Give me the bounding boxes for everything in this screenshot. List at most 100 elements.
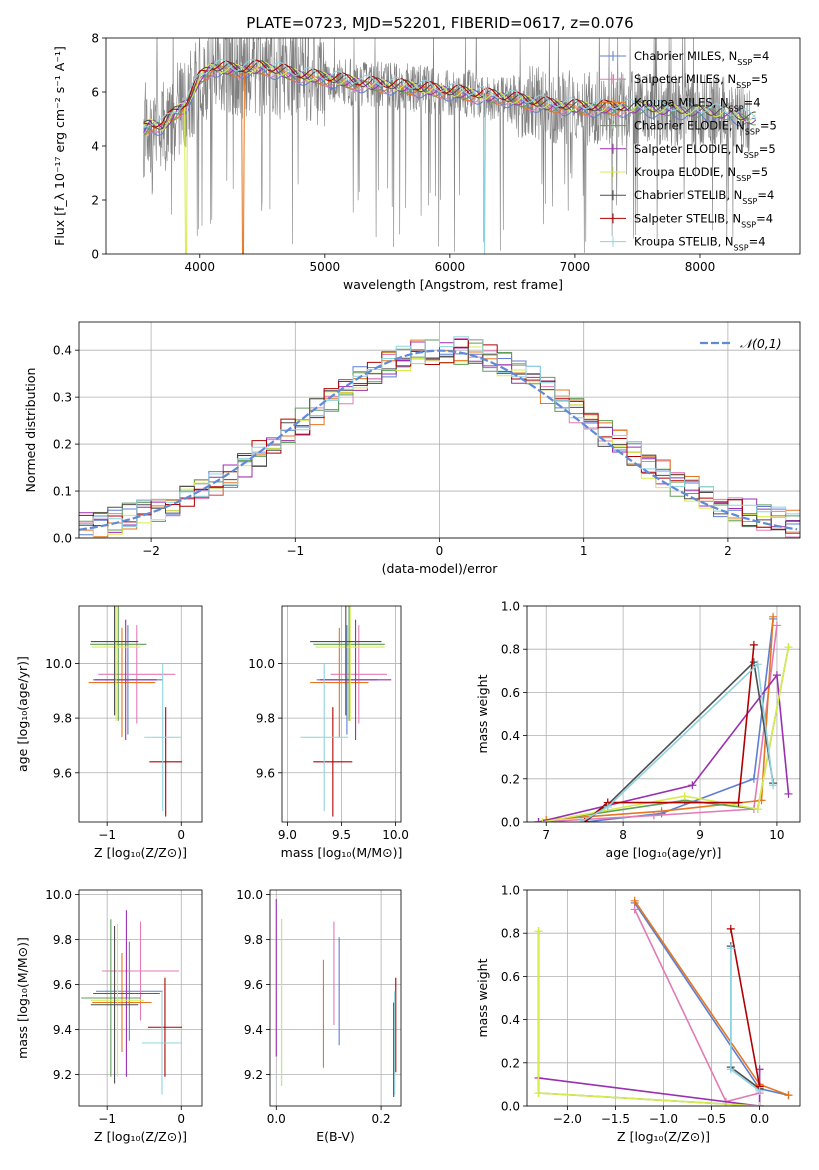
mass-weight-marker [538,818,547,822]
legend-label: Kroupa STELIB, NSSP=4 [634,235,766,253]
x-tick-label: 7000 [560,260,591,274]
x-axis-label: Z [log₁₀(Z/Z⊙)] [94,1129,187,1144]
mass-weight-line [633,909,760,1103]
y-tick-label: 0.0 [53,532,72,546]
y-tick-label: 9.8 [256,712,275,726]
y-tick-label: 9.2 [244,1068,263,1082]
y-tick-label: 9.6 [256,766,275,780]
mass-weight-marker [769,781,778,790]
y-tick-label: 9.8 [53,933,72,947]
mass-weight-line [537,931,760,1106]
axes-frame [269,889,402,1107]
mass-weight-marker [755,1102,764,1106]
y-axis-label: mass weight [475,958,490,1037]
mass-weight-marker [603,802,612,811]
y-tick-label: 0.0 [501,816,520,830]
normal-distribution-curve [79,349,798,531]
mass-weight-marker [534,1089,543,1098]
axes-frame [281,605,402,823]
y-axis-label: Normed distribution [23,368,38,493]
axes-frame [78,605,203,823]
residual-histogram-line [79,339,800,534]
y-tick-label: 10.0 [236,888,263,902]
mass-weight-line [537,931,760,1106]
x-tick-label: 7 [542,828,550,842]
y-tick-label: 0.2 [53,438,72,452]
mass-weight-marker [680,792,689,801]
x-tick-label: 9.5 [332,828,351,842]
x-tick-label: −1 [98,828,116,842]
x-tick-label: 4000 [185,260,216,274]
plot-area [143,38,757,254]
panel-residual-hist: −2 −1 0 1 2 0.0 0.1 0.2 0.3 0.4 (data-model)/error… [23,321,801,576]
y-tick-label: 10.0 [248,657,275,671]
grid [282,606,401,822]
x-tick-label: 9 [696,828,704,842]
mass-weight-marker [769,612,778,621]
y-tick-label: 0.4 [501,1013,520,1027]
y-tick-label: 10.0 [45,657,72,671]
axes-frame [105,37,801,255]
y-tick-label: 9.8 [53,712,72,726]
legend-label: Salpeter MILES, NSSP=5 [634,72,768,90]
legend-label: Chabrier MILES, NSSP=4 [634,49,769,67]
mass-weight-marker [749,640,758,649]
plot-area [534,612,793,822]
x-tick-label: 8000 [685,260,716,274]
x-tick-label: −1 [98,1112,116,1126]
mass-weight-marker [649,811,658,820]
mass-weight-marker [726,944,735,953]
mass-weight-marker [753,660,762,669]
legend-label: Salpeter ELODIE, NSSP=5 [634,142,776,160]
mass-weight-marker [726,1065,735,1074]
mass-weight-marker [784,1091,793,1100]
legend-label: Salpeter STELIB, NSSP=4 [634,211,773,229]
x-tick-label: −1.5 [601,1112,630,1126]
y-tick-label: 1.0 [501,600,520,614]
grid [79,606,202,822]
x-tick-label: 1 [580,544,588,558]
y-tick-label: 0.4 [53,344,72,358]
x-tick-label: 0.0 [267,1112,286,1126]
y-tick-label: 9.6 [244,978,263,992]
y-tick-label: 0.6 [501,686,520,700]
y-axis-label: mass [log₁₀(M/M⊙)] [15,937,30,1059]
y-tick-label: 2 [91,194,99,208]
spectrum-legend: Chabrier MILES, NSSP=4 Salpeter MILES, NS… [600,49,777,252]
model-spectrum-line [143,59,757,254]
mass-weight-marker [753,805,762,814]
mass-weight-marker [726,924,735,933]
x-tick-label: 0.0 [750,1112,769,1126]
mass-weight-line [546,616,774,821]
mass-weight-marker [749,774,758,783]
y-tick-label: 9.4 [53,1023,72,1037]
model-spectrum-line [143,62,757,133]
x-axis-label: wavelength [Angstrom, rest frame] [343,277,563,292]
x-tick-label: 0 [177,828,185,842]
mass-weight-marker [534,818,543,822]
panel-weight-vs-age: 7 8 9 10 0.0 0.2 0.4 0.6 0.8 1.0 age [log₁₀(age/yr… [475,600,801,860]
plot-area [275,899,397,1097]
x-tick-label: 6000 [435,260,466,274]
mass-weight-marker [688,781,697,790]
x-tick-label: 0 [436,544,444,558]
y-tick-label: 0.8 [501,643,520,657]
y-tick-label: 0.8 [501,927,520,941]
y-tick-label: 6 [91,86,99,100]
figure-title: PLATE=0723, MJD=52201, FIBERID=0617, z=0… [246,14,633,32]
y-tick-label: 0.0 [501,1100,520,1114]
mass-weight-marker [576,818,585,822]
x-tick-label: 5000 [310,260,341,274]
x-axis-label: (data-model)/error [382,561,499,576]
mass-weight-marker [784,789,793,798]
plot-area [300,606,392,817]
panel-weight-vs-Z: −2.0 −1.5 −1.0 −0.5 0.0 0.0 0.2 0.4 0.6 0.8 1.0 Z [… [475,884,801,1144]
x-axis-label: age [log₁₀(age/yr)] [606,845,722,860]
x-tick-label: −1 [286,544,304,558]
mass-weight-marker [755,1086,764,1095]
observed-spectrum-line [143,38,750,253]
x-axis-label: Z [log₁₀(Z/Z⊙)] [617,1129,710,1144]
mass-weight-marker [772,621,781,630]
model-spectrum-line [143,59,626,128]
